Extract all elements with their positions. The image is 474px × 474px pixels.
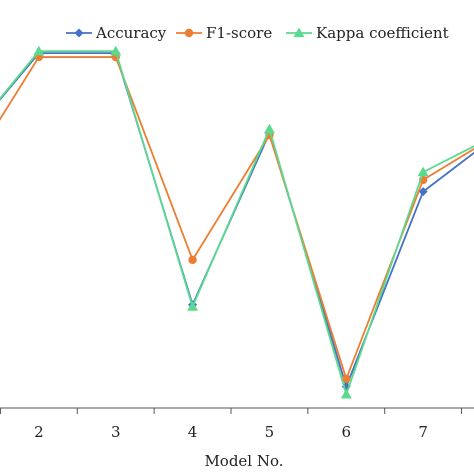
data-point bbox=[263, 123, 275, 134]
data-point bbox=[33, 45, 45, 56]
series-line bbox=[0, 56, 474, 382]
legend-entry: Kappa coefficient bbox=[286, 24, 449, 42]
x-tick-label: 6 bbox=[342, 423, 352, 441]
x-tick-label: 7 bbox=[418, 423, 428, 441]
data-point bbox=[417, 166, 429, 177]
x-tick-label: 4 bbox=[188, 423, 198, 441]
legend-marker bbox=[74, 28, 84, 38]
legend-marker bbox=[293, 27, 305, 38]
legend: Accuracy F1-score Kappa coefficient bbox=[66, 24, 449, 42]
data-point bbox=[342, 374, 351, 383]
series-kappa-coefficient bbox=[0, 45, 474, 399]
legend-label: F1-score bbox=[206, 24, 272, 42]
legend-marker bbox=[184, 28, 194, 38]
data-point bbox=[188, 255, 197, 265]
series-f1-score bbox=[0, 52, 474, 383]
x-axis: 2 3 4 5 6 7 bbox=[0, 407, 474, 441]
series-line bbox=[0, 50, 474, 398]
data-point bbox=[187, 301, 199, 311]
x-tick-label: 5 bbox=[265, 423, 275, 441]
legend-entry: F1-score bbox=[176, 24, 272, 42]
legend-entry: Accuracy bbox=[66, 24, 167, 42]
data-point bbox=[418, 187, 428, 197]
data-point bbox=[340, 388, 352, 399]
legend-label: Kappa coefficient bbox=[316, 24, 449, 42]
data-point bbox=[110, 45, 122, 56]
x-tick-label: 2 bbox=[34, 423, 44, 441]
x-ticks: 2 3 4 5 6 7 bbox=[0, 408, 463, 441]
legend-label: Accuracy bbox=[95, 24, 167, 42]
x-axis-title: Model No. bbox=[204, 452, 283, 470]
x-tick-label: 3 bbox=[111, 423, 121, 441]
series-line bbox=[0, 52, 474, 390]
series-layer bbox=[0, 45, 474, 399]
series-accuracy bbox=[0, 48, 474, 392]
